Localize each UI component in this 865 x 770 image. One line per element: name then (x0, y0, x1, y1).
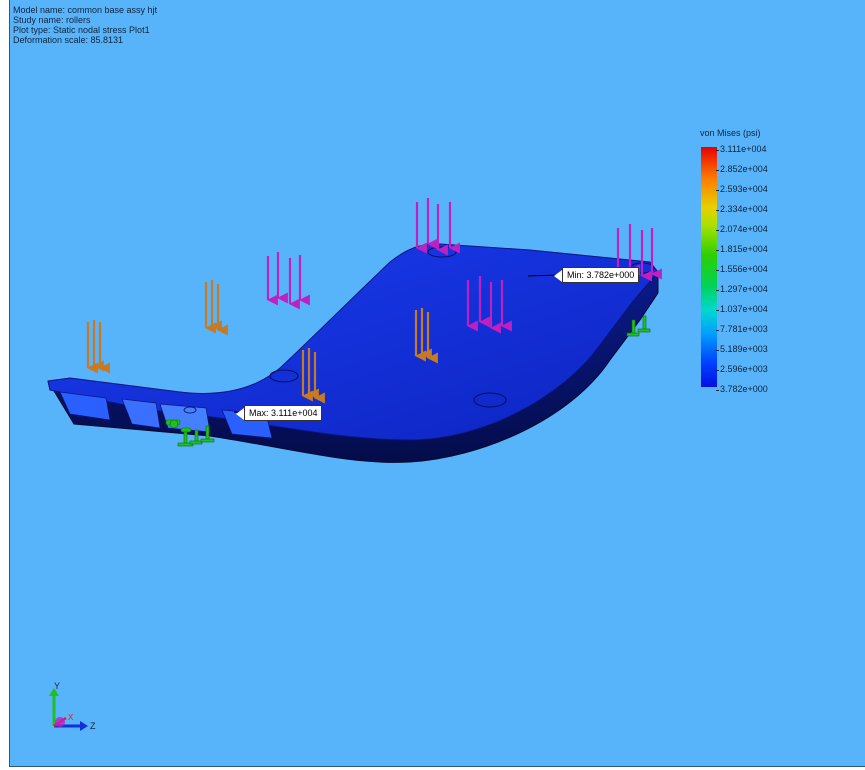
part-body[interactable] (47, 243, 659, 463)
force-arrows-magenta[interactable] (266, 198, 662, 334)
model-name-text: Model name: common base assy hjt (13, 5, 158, 15)
min-callout[interactable]: Min: 3.782e+000 (553, 267, 640, 283)
fixture-group-rear[interactable] (626, 315, 651, 337)
orientation-triad[interactable]: Y Z X (46, 680, 116, 740)
legend-tick: 7.781e+003 (716, 324, 768, 334)
legend-tick: 3.782e+000 (716, 384, 768, 394)
legend-tick: 2.593e+004 (716, 184, 768, 194)
stress-plot-scene[interactable] (10, 0, 865, 766)
legend-tick: 1.815e+004 (716, 244, 768, 254)
triad-y-label: Y (54, 681, 60, 691)
legend-tick: 2.596e+003 (716, 364, 768, 374)
deformation-scale-text: Deformation scale: 85.8131 (13, 35, 124, 45)
legend-color-bar (701, 147, 717, 387)
min-callout-pointer (527, 274, 559, 277)
plot-type-text: Plot type: Static nodal stress Plot1 (13, 25, 150, 35)
stress-legend[interactable]: von Mises (psi) 3.111e+004 2.852e+004 2.… (700, 128, 790, 394)
legend-tick: 2.334e+004 (716, 204, 768, 214)
legend-title: von Mises (psi) (700, 128, 761, 138)
legend-tick: 5.189e+003 (716, 344, 768, 354)
legend-tick: 2.852e+004 (716, 164, 768, 174)
legend-tick: 3.111e+004 (715, 144, 767, 154)
legend-tick: 1.556e+004 (716, 264, 768, 274)
plot-info-block: Model name: common base assy hjt Study n… (13, 5, 157, 45)
legend-tick: 2.074e+004 (716, 224, 768, 234)
max-callout[interactable]: Max: 3.111e+004 (235, 405, 323, 421)
fixture-group-front[interactable] (165, 419, 215, 447)
graphics-viewport[interactable]: Model name: common base assy hjt Study n… (9, 0, 865, 767)
legend-tick: 1.297e+004 (716, 284, 768, 294)
legend-tick: 1.037e+004 (716, 304, 768, 314)
triad-x-label: X (68, 713, 74, 722)
load-arrows-orange[interactable] (86, 280, 438, 404)
triad-z-label: Z (90, 721, 96, 731)
study-name-text: Study name: rollers (13, 15, 91, 25)
